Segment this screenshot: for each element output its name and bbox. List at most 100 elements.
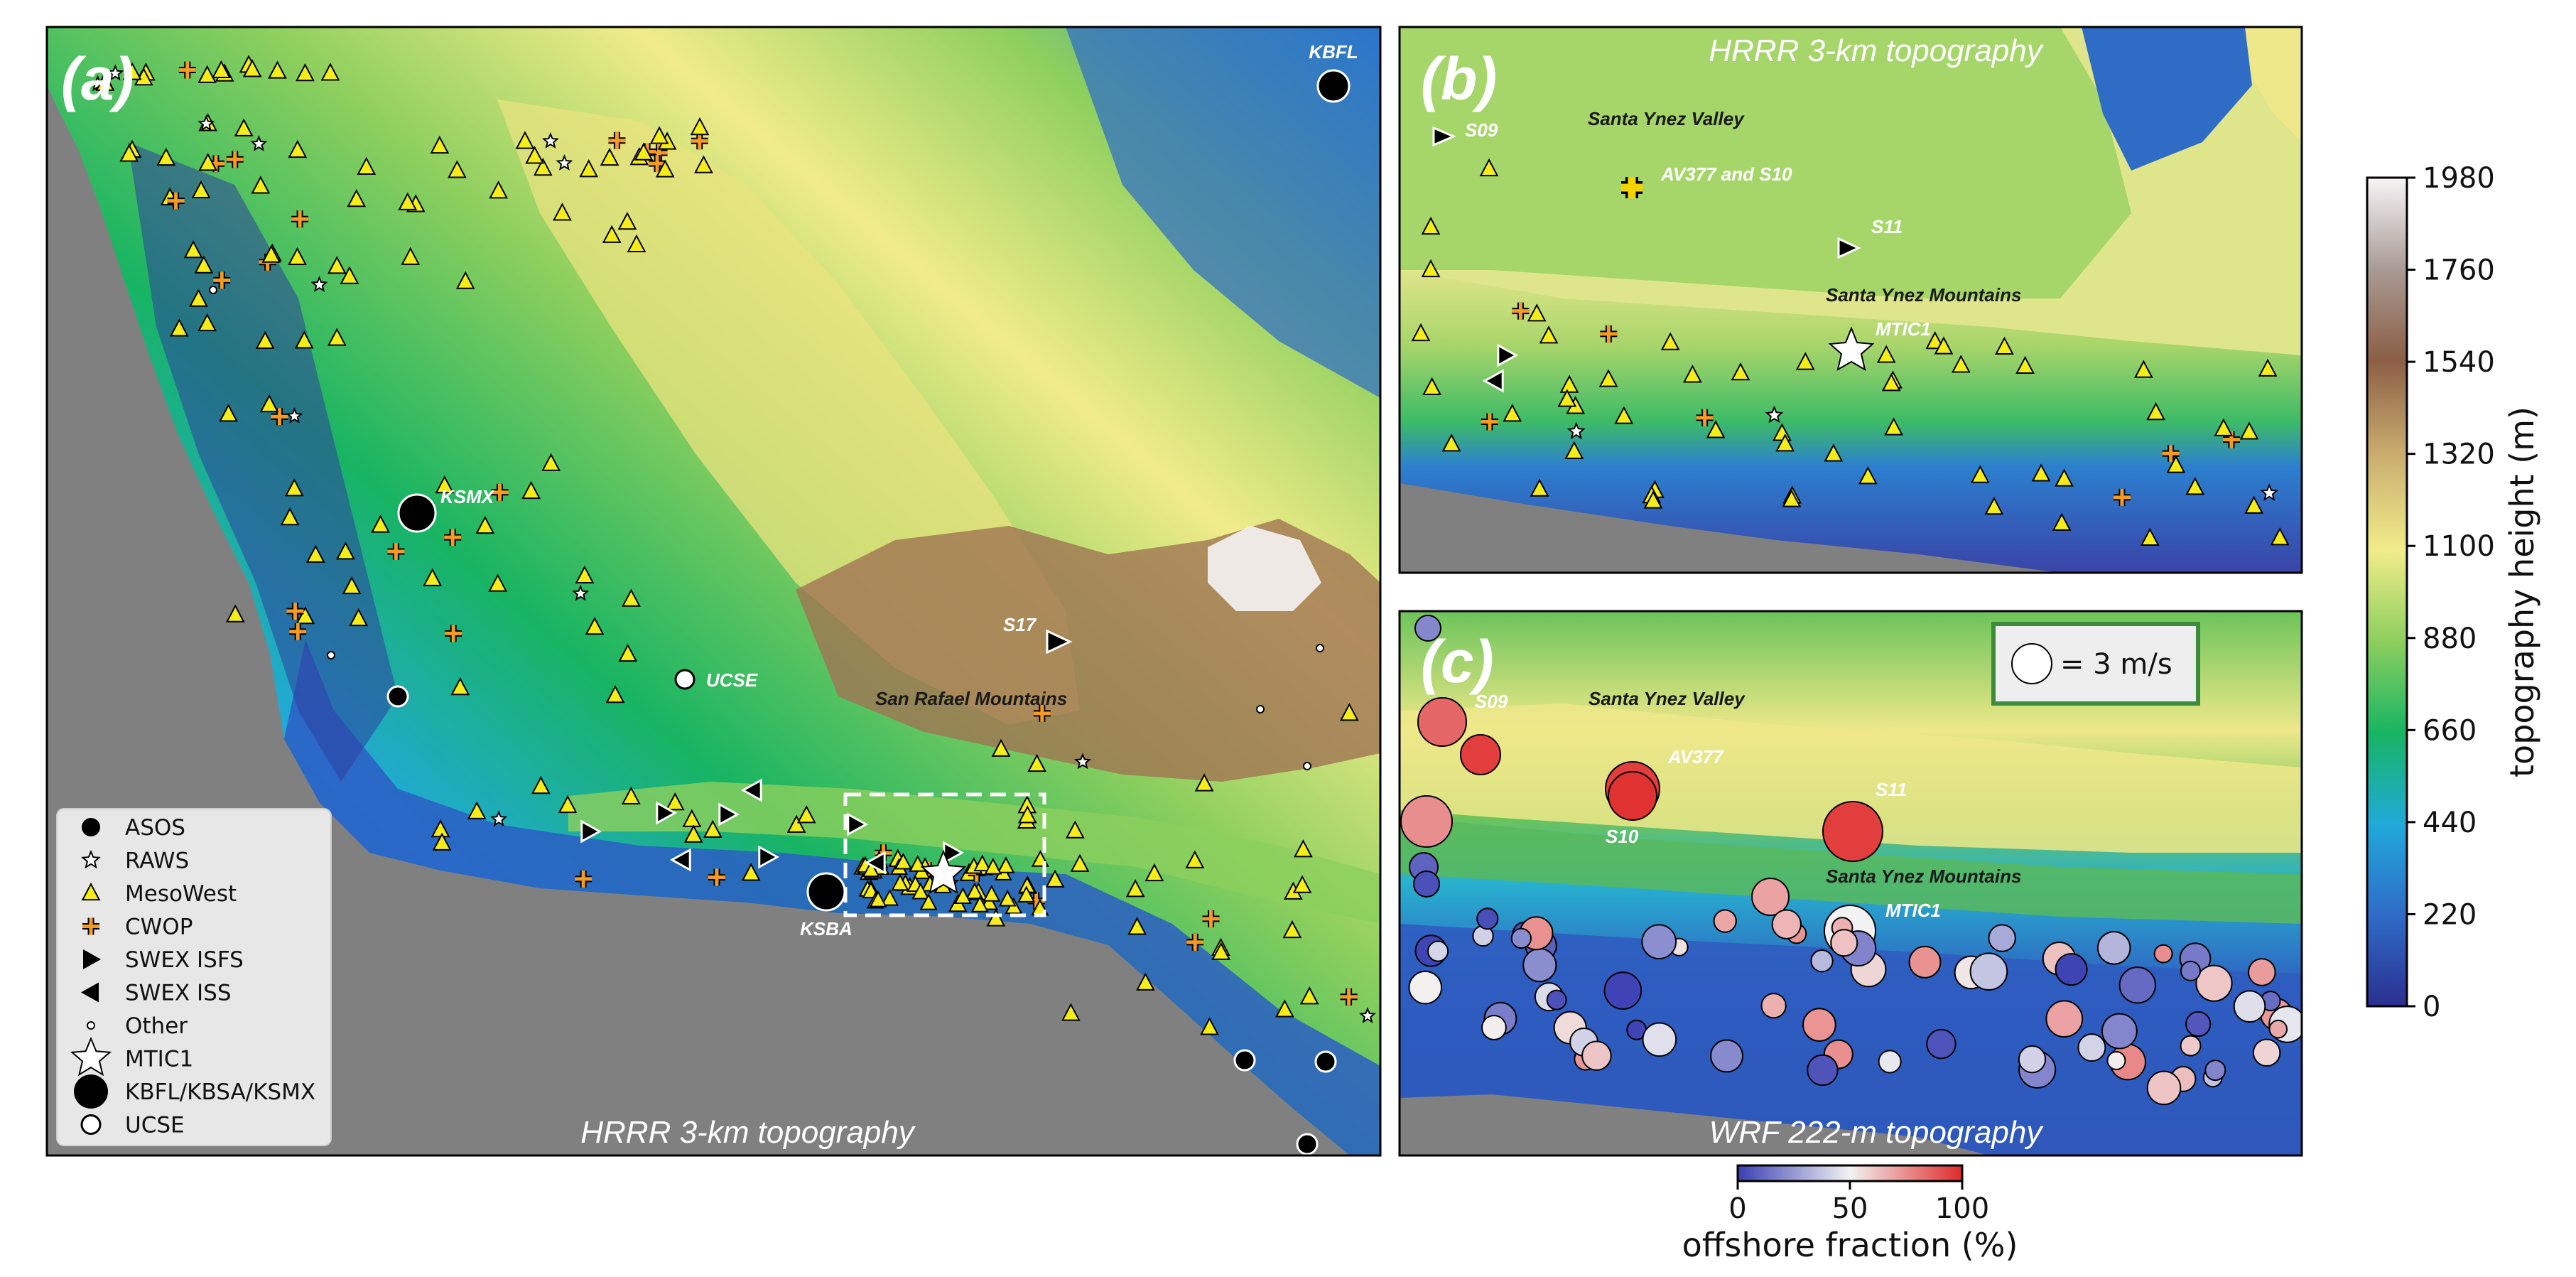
mesowest-marker bbox=[467, 801, 487, 819]
mesowest-marker bbox=[197, 313, 217, 332]
ksba-station[interactable] bbox=[806, 872, 846, 912]
wind-circle bbox=[1751, 878, 1790, 916]
s09-marker[interactable] bbox=[1432, 126, 1456, 147]
wind-circle bbox=[1771, 909, 1802, 939]
mesowest-marker bbox=[288, 139, 308, 158]
cwop-marker bbox=[1481, 413, 1498, 431]
cwop-marker bbox=[2162, 445, 2180, 463]
mesowest-marker bbox=[1421, 259, 1441, 278]
wind-circle bbox=[1427, 940, 1449, 962]
legend-label: Other bbox=[125, 1013, 188, 1039]
mesowest-marker bbox=[965, 882, 984, 900]
mesowest-marker bbox=[251, 176, 271, 194]
mesowest-marker bbox=[423, 568, 443, 586]
legend-mtic1-symbol bbox=[70, 1036, 112, 1077]
wind-circle bbox=[1414, 615, 1441, 642]
panel-b-frame bbox=[1398, 26, 2303, 574]
mtic1-star[interactable] bbox=[920, 849, 967, 895]
cwop-marker bbox=[649, 155, 666, 173]
legend-large-airport-symbol bbox=[74, 1074, 108, 1109]
topography-tick-label: 1100 bbox=[2423, 530, 2495, 563]
mesowest-marker bbox=[219, 404, 238, 422]
wind-circle bbox=[1608, 771, 1657, 821]
mesowest-marker bbox=[169, 318, 189, 337]
mesowest-marker bbox=[2146, 402, 2165, 421]
mesowest-marker bbox=[919, 893, 938, 910]
wind-circle bbox=[1710, 1039, 1743, 1073]
cwop-marker bbox=[1600, 325, 1618, 343]
topography-colorbar-ramp bbox=[2366, 176, 2408, 1008]
mesowest-marker bbox=[1824, 443, 1844, 462]
mesowest-marker bbox=[1125, 879, 1145, 898]
label-b-s09: S09 bbox=[1465, 119, 1498, 141]
mesowest-marker bbox=[891, 873, 909, 891]
ksmx-station[interactable] bbox=[397, 493, 437, 533]
wind-circle bbox=[1408, 970, 1443, 1005]
mesowest-marker bbox=[909, 855, 927, 872]
mesowest-marker bbox=[119, 144, 139, 162]
wind-circle bbox=[1830, 929, 1858, 957]
cwop-marker bbox=[1033, 704, 1051, 722]
mesowest-marker bbox=[2239, 421, 2259, 440]
mesowest-marker bbox=[1858, 466, 1878, 485]
wind-circle bbox=[1476, 907, 1499, 930]
wind-circle bbox=[1878, 1050, 1902, 1074]
kbfl-station[interactable] bbox=[1316, 69, 1351, 103]
mesowest-marker bbox=[665, 792, 685, 811]
wind-circle bbox=[1908, 945, 1942, 979]
wind-circle bbox=[2252, 1038, 2281, 1067]
raws-marker bbox=[572, 584, 590, 601]
mesowest-marker bbox=[1876, 345, 1896, 363]
s11-marker[interactable] bbox=[1837, 237, 1861, 259]
mesowest-marker bbox=[1061, 1003, 1081, 1021]
av377-s10-marker[interactable] bbox=[1621, 177, 1643, 198]
wind-circle bbox=[2146, 1070, 2182, 1106]
offshore-colorbar-ramp bbox=[1736, 1164, 1964, 1182]
label-c-s09: S09 bbox=[1475, 691, 1508, 712]
legend-label: UCSE bbox=[125, 1113, 185, 1138]
cwop-marker bbox=[226, 151, 244, 168]
mesowest-marker bbox=[340, 266, 359, 284]
mesowest-marker bbox=[95, 72, 115, 91]
mesowest-marker bbox=[1200, 1017, 1219, 1035]
mesowest-marker bbox=[585, 616, 605, 635]
mesowest-marker bbox=[655, 159, 675, 178]
wind-circle bbox=[2101, 1013, 2138, 1050]
panel-c-map: = 3 m/s S09 Santa Ynez Valley AV377 S10 … bbox=[1400, 611, 2302, 1155]
mesowest-marker bbox=[2015, 355, 2035, 375]
mesowest-marker bbox=[371, 514, 390, 533]
cwop-marker bbox=[167, 192, 185, 210]
mesowest-marker bbox=[488, 573, 508, 592]
cwop-marker bbox=[387, 542, 405, 560]
mesowest-marker bbox=[1017, 885, 1036, 902]
mesowest-marker bbox=[575, 565, 595, 584]
topography-tick-label: 1760 bbox=[2423, 254, 2495, 287]
s17-isfs-marker[interactable] bbox=[1046, 629, 1073, 654]
mesowest-marker bbox=[225, 604, 245, 623]
mtic1-star-b[interactable] bbox=[1828, 326, 1875, 372]
mesowest-marker bbox=[197, 65, 217, 83]
wind-circle bbox=[1481, 1015, 1507, 1040]
wind-circle bbox=[1417, 697, 1467, 747]
label-c-mtic1: MTIC1 bbox=[1885, 900, 1941, 921]
mesowest-marker bbox=[2258, 358, 2278, 377]
mesowest-marker bbox=[1598, 369, 1618, 387]
caption-c: WRF 222-m topography bbox=[1709, 1115, 2045, 1150]
mesowest-marker bbox=[1479, 158, 1499, 177]
topography-colorbar: 1980 1760 1540 1320 1100 880 660 440 220 0 topogr… bbox=[2366, 162, 2541, 1023]
mesowest-marker bbox=[533, 157, 553, 176]
wind-circle bbox=[1641, 924, 1677, 960]
mesowest-marker bbox=[970, 895, 989, 912]
panel-letter-c: (c) bbox=[1421, 628, 1494, 695]
offshore-tick-label: 0 bbox=[1728, 1192, 1746, 1225]
mesowest-marker bbox=[694, 155, 713, 173]
mesowest-marker bbox=[1339, 703, 1359, 721]
swex-isfs-marker bbox=[847, 812, 869, 836]
ucse-station[interactable] bbox=[674, 669, 696, 690]
offshore-colorbar-label: offshore fraction (%) bbox=[1682, 1226, 2018, 1264]
cwop-marker bbox=[1340, 988, 1358, 1006]
mesowest-marker bbox=[194, 255, 214, 274]
mesowest-marker bbox=[1683, 365, 1702, 383]
topography-tick-label: 220 bbox=[2423, 898, 2477, 931]
mesowest-marker bbox=[401, 247, 421, 265]
